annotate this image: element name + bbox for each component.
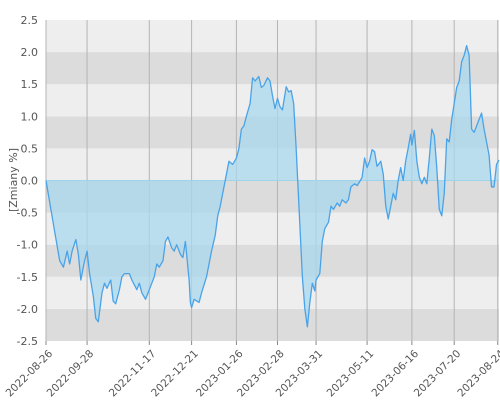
y-tick-label: -2.5 xyxy=(17,335,38,348)
series-line xyxy=(45,45,500,328)
series-area xyxy=(46,45,499,327)
y-tick-label: -0.5 xyxy=(17,207,38,220)
y-tick-label: 2.0 xyxy=(21,46,39,59)
y-tick-label: 0.0 xyxy=(21,175,39,188)
y-axis-label: [Zmiany %] xyxy=(7,148,20,212)
x-tick-label: 2023-05-11 xyxy=(325,348,377,400)
area-layer xyxy=(45,45,500,328)
y-tick-label: 2.5 xyxy=(21,14,39,27)
grid-band xyxy=(46,52,499,85)
grid-band xyxy=(46,20,499,53)
y-tick-label: 1.0 xyxy=(21,110,39,123)
y-tick-label: 0.5 xyxy=(21,142,39,155)
y-tick-label: 1.5 xyxy=(21,78,39,91)
grid-band xyxy=(46,308,499,341)
y-axis-ticks: -2.5 -2.0 -1.5 -1.0 -0.5 0.0 0.5 1.0 1.5 2.0 2.5 xyxy=(17,14,38,348)
y-tick-label: -2.0 xyxy=(17,303,38,316)
y-tick-label: -1.5 xyxy=(17,271,38,284)
y-tick-label: -1.0 xyxy=(17,239,38,252)
